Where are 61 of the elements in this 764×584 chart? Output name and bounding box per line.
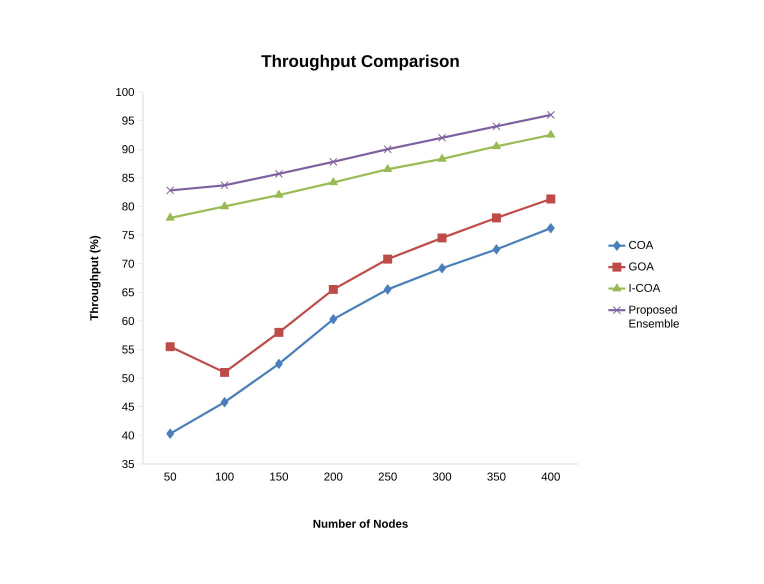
point (220, 397, 228, 408)
y-tick-label: 65 (122, 288, 134, 296)
x-tick-label: 400 (542, 472, 560, 481)
point (546, 130, 556, 138)
y-tick-label: 80 (122, 202, 134, 211)
point (384, 145, 392, 154)
point (438, 154, 446, 162)
x-tick-label: 350 (487, 472, 506, 481)
point (383, 254, 392, 264)
x-tick-label: 300 (432, 472, 452, 481)
y-tick-label: 70 (122, 260, 134, 268)
y-tick-label: 95 (122, 116, 134, 125)
legend-label: I-COA (630, 284, 660, 292)
y-tick-label: 60 (122, 316, 134, 325)
x-tick-label: 150 (270, 472, 288, 481)
x-tick-label: 250 (378, 472, 397, 481)
legend-label: GOA (629, 262, 654, 270)
point (166, 342, 175, 352)
point (438, 134, 446, 142)
point (220, 201, 229, 210)
point (329, 314, 338, 324)
y-tick-label: 90 (122, 145, 134, 154)
chart-title: Throughput Comparison (261, 54, 459, 71)
y-tick-label: 40 (122, 431, 134, 440)
point (492, 244, 500, 254)
point (220, 368, 230, 377)
y-tick-label: 50 (122, 374, 134, 382)
y-tick-label: 35 (122, 460, 134, 468)
point (329, 158, 338, 166)
y-tick-label: 100 (116, 88, 134, 96)
point (328, 177, 338, 186)
x-axis-title: Number of Nodes (314, 519, 408, 528)
point (166, 212, 175, 221)
y-tick-label: 85 (122, 174, 134, 182)
point (220, 181, 229, 190)
point (274, 170, 283, 178)
point (546, 223, 555, 234)
x-tick-label: 200 (324, 472, 342, 481)
point (546, 110, 555, 119)
point (546, 194, 556, 204)
point (492, 213, 501, 222)
point (274, 190, 284, 198)
point (166, 186, 174, 194)
point (383, 164, 392, 172)
point (438, 263, 446, 274)
x-tick-label: 50 (164, 472, 176, 481)
y-axis-title: Throughput (%) (90, 236, 101, 321)
point (384, 284, 392, 294)
point (274, 328, 284, 337)
y-tick-label: 75 (122, 231, 134, 240)
point (492, 141, 501, 150)
x-tick-label: 100 (216, 472, 234, 481)
legend-label: Proposed Ensemble (629, 305, 679, 328)
legend-label: COA (629, 240, 654, 250)
y-tick-label: 55 (122, 346, 134, 354)
point (438, 233, 447, 242)
point (275, 358, 283, 369)
point (166, 428, 174, 439)
y-tick-label: 45 (122, 402, 134, 411)
point (328, 284, 338, 294)
point (492, 122, 500, 130)
